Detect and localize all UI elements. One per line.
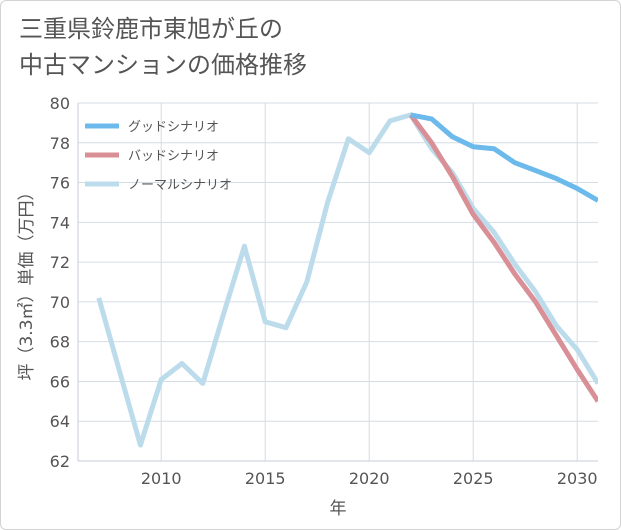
legend-bad[interactable]: バッドシナリオ xyxy=(85,149,219,164)
x-tick-label: 2010 xyxy=(141,469,182,488)
x-tick-label: 2020 xyxy=(349,469,390,488)
legend-bad-label: バッドシナリオ xyxy=(128,149,219,164)
chart-title: 三重県鈴鹿市東旭が丘の 中古マンションの価格推移 xyxy=(19,11,307,83)
legend-good-label: グッドシナリオ xyxy=(128,120,219,135)
good-scenario-line xyxy=(410,112,598,203)
x-axis-title: 年 xyxy=(330,499,347,519)
y-tick-label: 76 xyxy=(50,174,70,193)
bad-scenario-line xyxy=(408,113,598,403)
chart-title-line-2: 中古マンションの価格推移 xyxy=(19,51,307,79)
y-tick-label: 80 xyxy=(50,94,70,113)
legend-good[interactable]: グッドシナリオ xyxy=(85,120,219,135)
y-tick-label: 70 xyxy=(50,293,70,312)
grid xyxy=(77,102,598,462)
y-tick-label: 74 xyxy=(50,213,70,232)
chart-title-line-1: 三重県鈴鹿市東旭が丘の xyxy=(19,15,283,43)
y-tick-label: 66 xyxy=(50,372,70,391)
x-tick-label: 2025 xyxy=(453,469,494,488)
y-tick-label: 72 xyxy=(50,253,70,272)
y-axis-title: 坪（3.3㎡）単価（万円） xyxy=(17,183,37,380)
y-tick-label: 64 xyxy=(50,412,70,431)
tick-labels: 62 64 66 68 70 72 74 76 78 80 2010 2015 2020 2025 2030 xyxy=(50,94,598,488)
x-tick-label: 2030 xyxy=(557,469,598,488)
y-tick-label: 78 xyxy=(50,134,70,153)
normal-scenario-line xyxy=(96,112,598,448)
legend-normal-label: ノーマルシナリオ xyxy=(128,178,232,193)
x-tick-label: 2015 xyxy=(245,469,286,488)
series-lines xyxy=(96,112,598,448)
y-tick-label: 62 xyxy=(50,452,70,471)
y-tick-label: 68 xyxy=(50,333,70,352)
legend-normal[interactable]: ノーマルシナリオ xyxy=(85,178,232,193)
